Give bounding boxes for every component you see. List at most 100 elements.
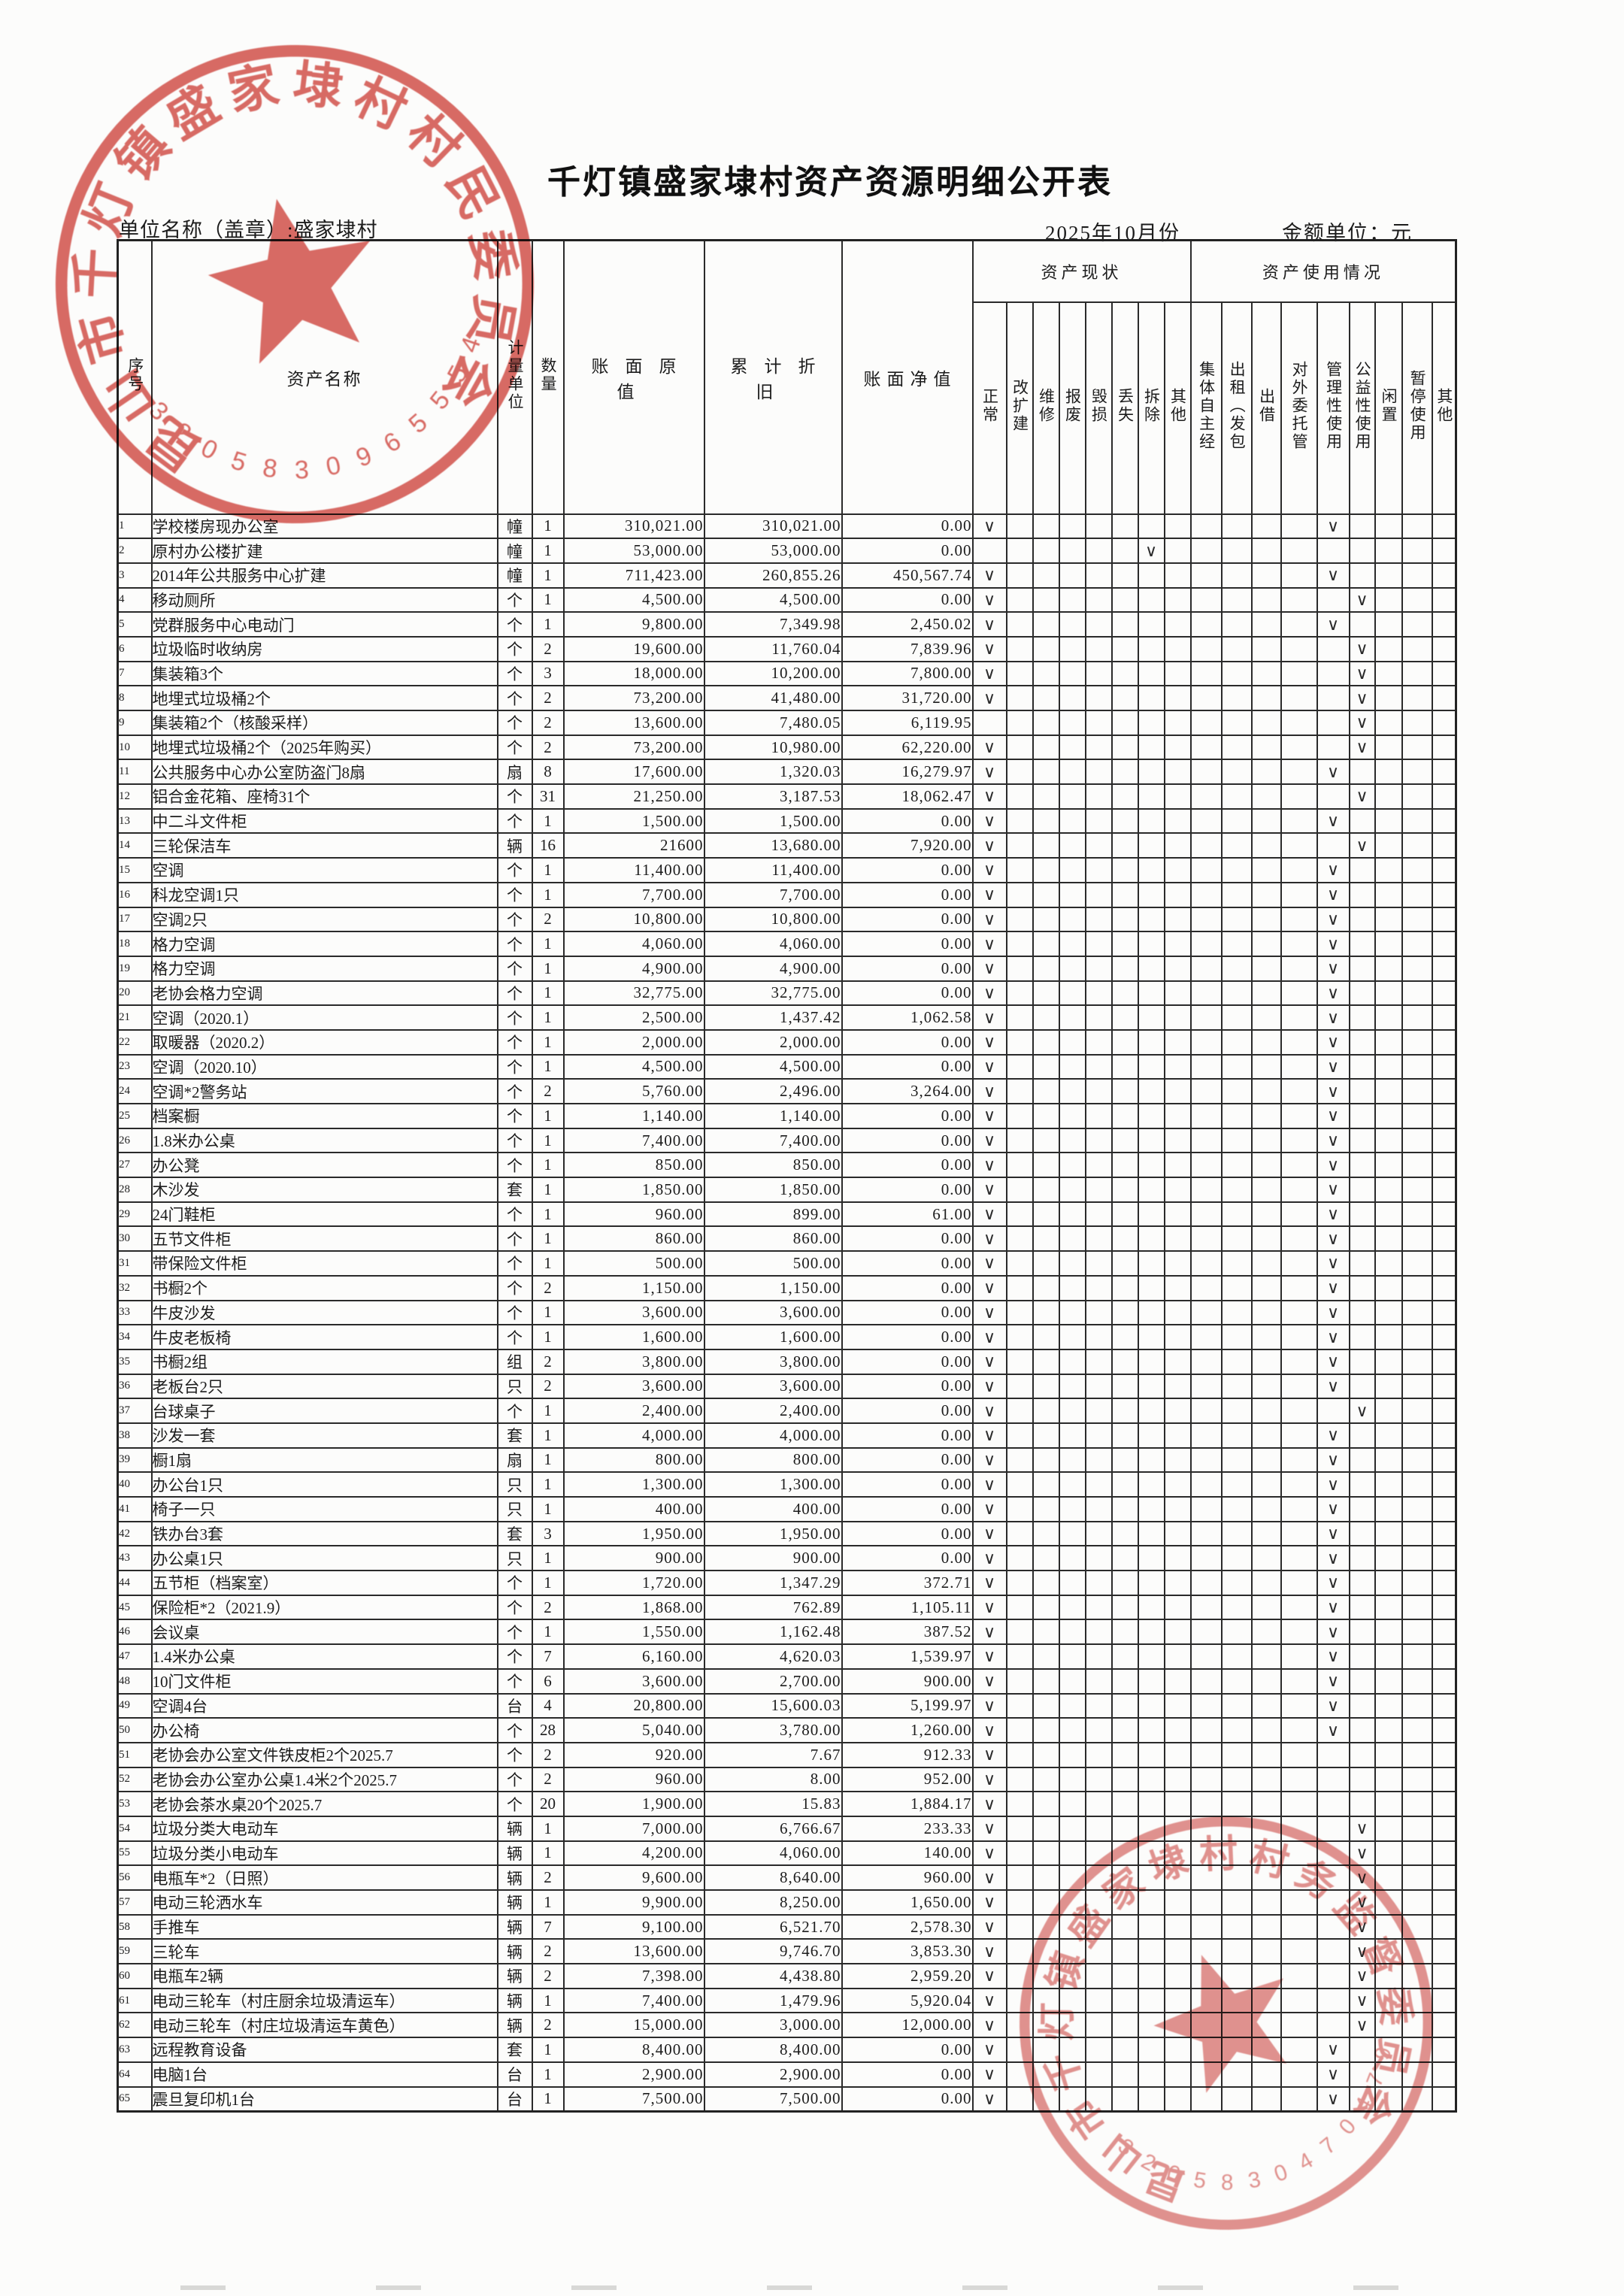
status-check-cell — [1110, 906, 1139, 933]
status-check-cell — [1058, 1840, 1086, 1867]
qty-cell: 2 — [531, 1938, 565, 1965]
status-check-cell — [1058, 1496, 1086, 1522]
status-check-cell — [1137, 660, 1165, 687]
usage-check-cell — [1220, 2012, 1253, 2039]
unit-cell: 个 — [496, 1619, 533, 1646]
table-row: 51 老协会办公室文件铁皮柜2个2025.7 个 2 920.00 7.67 912.33 ∨ — [117, 1741, 1457, 1768]
depreciation-cell: 8,640.00 — [703, 1864, 843, 1891]
usage-check-cell — [1431, 1520, 1457, 1547]
usage-check-cell — [1220, 1619, 1253, 1646]
net-value-cell: 0.00 — [841, 980, 974, 1007]
status-check-cell: ∨ — [971, 1373, 1007, 1400]
status-check-cell — [1058, 1028, 1086, 1056]
usage-check-cell — [1220, 1889, 1253, 1916]
status-check-cell — [1137, 562, 1165, 589]
table-row: 52 老协会办公室办公桌1.4米2个2025.7 个 2 960.00 8.00 952.0… — [117, 1766, 1457, 1793]
usage-check-cell — [1220, 857, 1253, 883]
usage-check-cell — [1431, 1692, 1457, 1719]
usage-check-cell — [1348, 2037, 1376, 2063]
usage-check-cell: ∨ — [1348, 685, 1376, 711]
status-check-cell — [1163, 2012, 1192, 2039]
net-value-cell: 0.00 — [841, 807, 974, 834]
qty-cell: 3 — [531, 1520, 565, 1547]
unit-cell: 幢 — [496, 562, 533, 589]
status-check-cell — [1163, 2061, 1192, 2088]
usage-option-header-5: 公益性使用 — [1348, 301, 1376, 515]
usage-check-cell — [1220, 538, 1253, 564]
original-value-cell: 7,700.00 — [562, 881, 705, 908]
status-check-cell — [1084, 832, 1113, 859]
status-check-cell — [1163, 1471, 1192, 1498]
status-check-cell — [1110, 586, 1139, 613]
status-check-cell — [1110, 1201, 1139, 1228]
usage-check-cell — [1220, 1201, 1253, 1228]
usage-check-cell — [1374, 1938, 1403, 1965]
depreciation-cell: 1,320.03 — [703, 759, 843, 786]
usage-check-cell — [1431, 1053, 1457, 1080]
status-check-cell — [1137, 1152, 1165, 1179]
usage-check-cell: ∨ — [1316, 1225, 1350, 1253]
usage-check-cell — [1431, 1004, 1457, 1031]
status-check-cell — [1110, 2061, 1139, 2088]
status-check-cell — [1058, 1963, 1086, 1989]
unit-cell: 只 — [496, 1471, 533, 1498]
row-index-cell: 61 — [117, 1987, 153, 2014]
status-check-cell — [1110, 660, 1139, 687]
usage-check-cell — [1348, 2061, 1376, 2088]
status-option-header-7: 其他 — [1163, 301, 1192, 515]
usage-check-cell — [1401, 562, 1433, 589]
status-check-cell: ∨ — [971, 2012, 1007, 2039]
usage-check-cell — [1280, 955, 1318, 982]
usage-check-cell — [1374, 1348, 1403, 1375]
usage-check-cell — [1431, 1348, 1457, 1375]
net-value-cell: 3,853.30 — [841, 1938, 974, 1965]
status-check-cell — [1058, 1201, 1086, 1228]
table-row: 11 公共服务中心办公室防盗门8扇扇 8 17,600.00 1,320.03 16,27… — [117, 759, 1457, 786]
row-index-cell: 48 — [117, 1667, 153, 1695]
usage-check-cell — [1374, 1201, 1403, 1228]
status-check-cell — [1032, 1889, 1060, 1916]
table-row: 25 档案橱个 1 1,140.00 1,140.00 0.00 ∨ ∨ — [117, 1103, 1457, 1129]
status-check-cell — [1163, 1913, 1192, 1940]
usage-check-cell: ∨ — [1348, 1963, 1376, 1989]
status-check-cell — [1163, 1864, 1192, 1891]
usage-check-cell — [1189, 1791, 1223, 1817]
status-check-cell — [1084, 1422, 1113, 1449]
usage-check-cell — [1250, 857, 1282, 883]
status-check-cell — [1032, 586, 1060, 613]
usage-check-cell — [1189, 1643, 1223, 1670]
usage-check-cell: ∨ — [1316, 1446, 1350, 1474]
scan-artifact — [180, 2285, 1459, 2290]
depreciation-cell: 10,800.00 — [703, 906, 843, 933]
net-value-cell: 1,884.17 — [841, 1791, 974, 1817]
usage-check-cell — [1374, 1520, 1403, 1547]
usage-check-cell — [1348, 881, 1376, 908]
status-check-cell — [1163, 562, 1192, 589]
svg-text:0: 0 — [1163, 2160, 1183, 2188]
status-check-cell — [1163, 586, 1192, 613]
status-check-cell — [1110, 685, 1139, 711]
asset-name-cell: 1.8米办公桌 — [150, 1127, 498, 1154]
status-check-cell — [1005, 1791, 1034, 1817]
status-check-cell — [1005, 734, 1034, 761]
col-header-depreciation: 累计折旧 — [703, 239, 843, 515]
usage-check-cell — [1220, 1103, 1253, 1129]
usage-check-cell: ∨ — [1316, 1152, 1350, 1179]
usage-check-cell — [1250, 1103, 1282, 1129]
asset-name-cell: 地埋式垃圾桶2个 — [150, 685, 498, 711]
status-check-cell — [1005, 538, 1034, 564]
usage-check-cell: ∨ — [1316, 1299, 1350, 1326]
usage-check-cell — [1250, 513, 1282, 540]
status-check-cell — [1005, 1815, 1034, 1842]
table-row: 42 铁办台3套套 3 1,950.00 1,950.00 0.00 ∨ ∨ — [117, 1520, 1457, 1547]
usage-check-cell — [1431, 1446, 1457, 1474]
qty-cell: 1 — [531, 586, 565, 613]
status-check-cell — [1005, 710, 1034, 736]
status-check-cell — [1163, 1570, 1192, 1596]
status-check-cell: ∨ — [971, 857, 1007, 883]
status-check-cell — [1005, 881, 1034, 908]
status-check-cell — [1084, 1201, 1113, 1228]
qty-cell: 1 — [531, 1201, 565, 1228]
usage-option-header-4: 管理性使用 — [1316, 301, 1350, 515]
usage-check-cell — [1220, 635, 1253, 662]
